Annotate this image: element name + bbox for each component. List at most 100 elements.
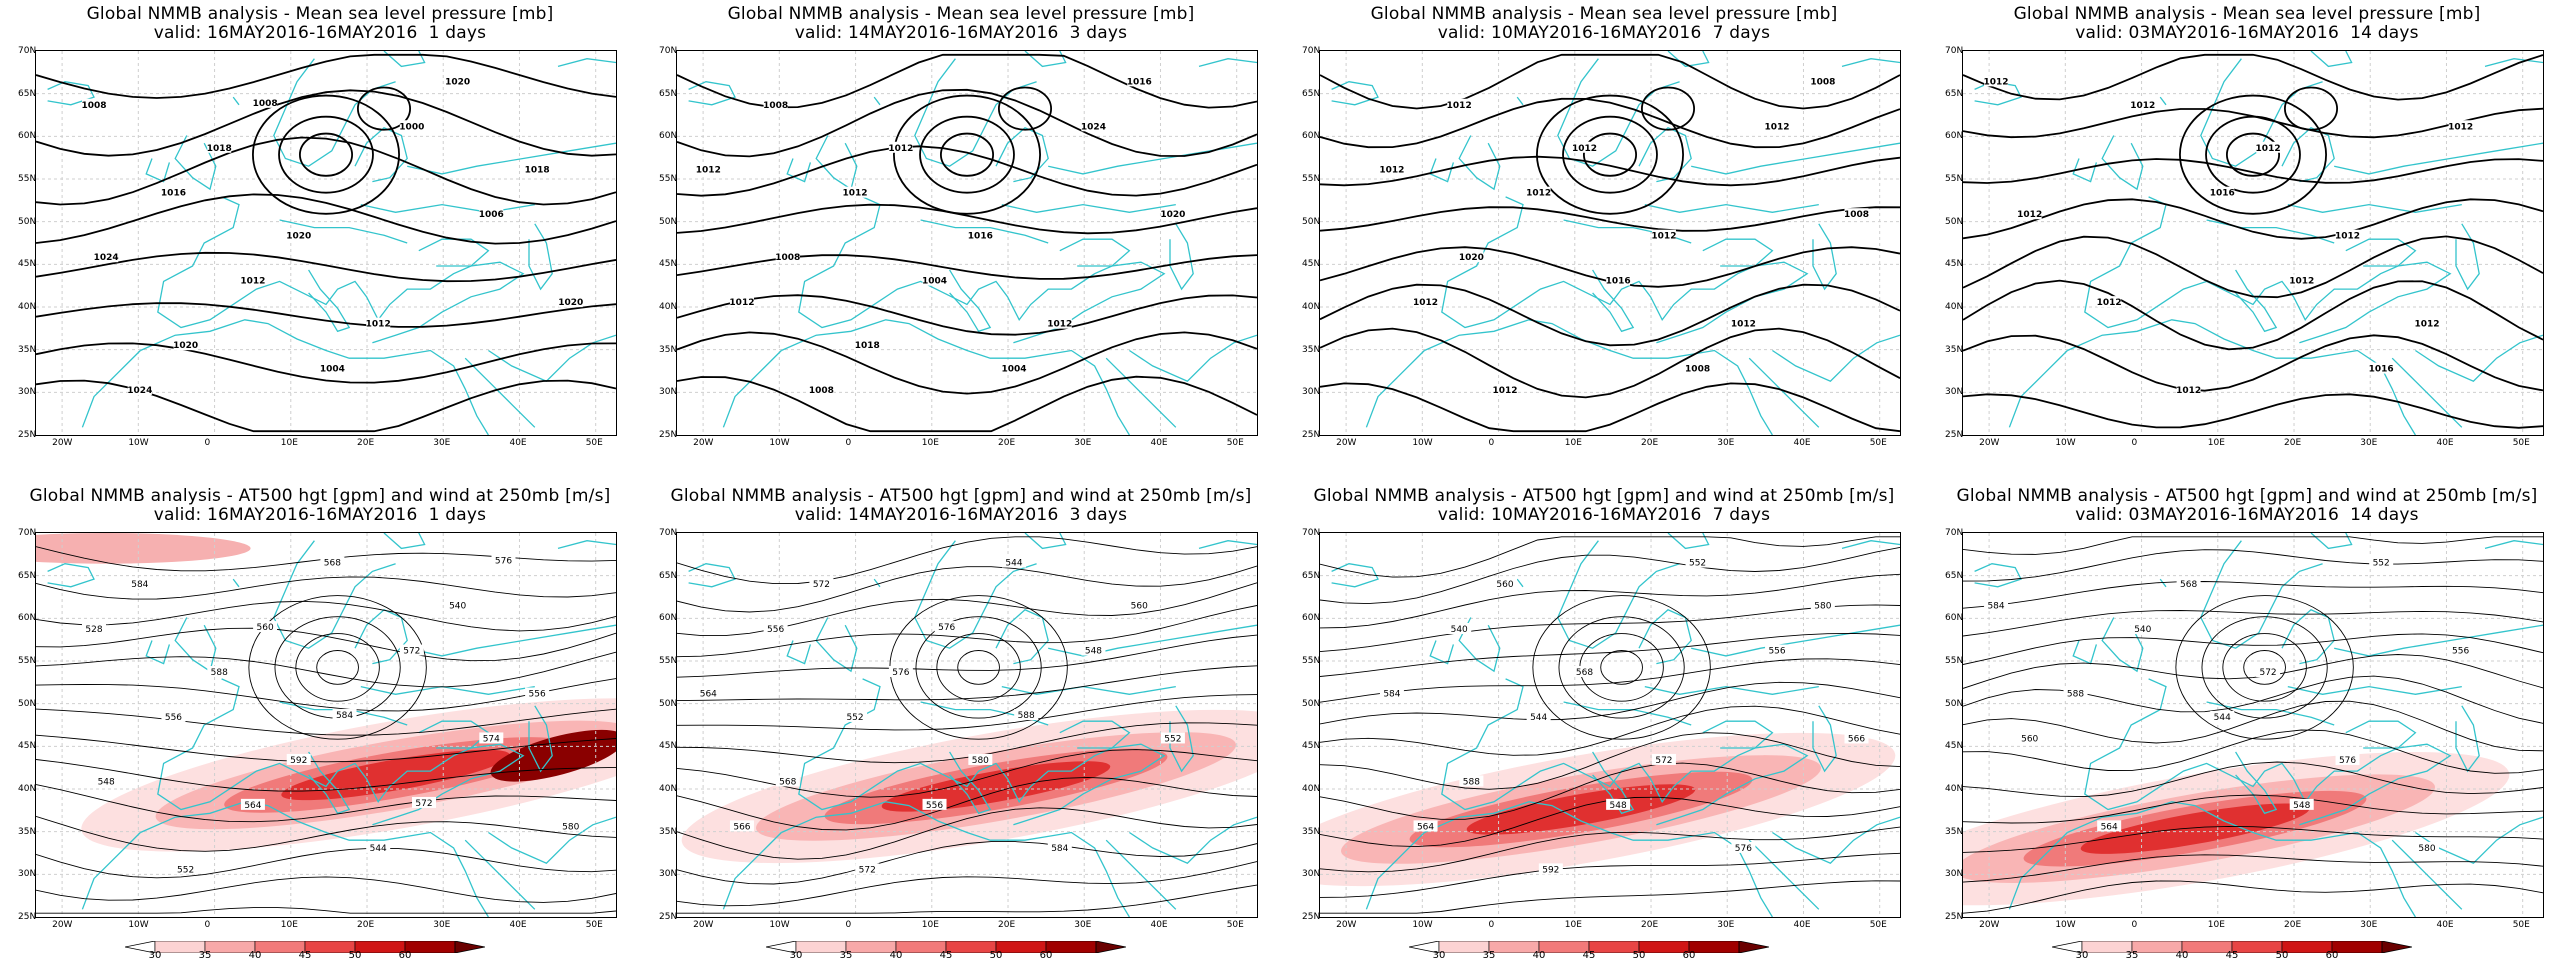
longitude-label: 10E xyxy=(2207,920,2225,930)
closed-contour xyxy=(919,115,1015,194)
contour-label-bg xyxy=(173,863,198,875)
contour-label-bg xyxy=(2256,141,2281,153)
coastline xyxy=(2084,196,2452,344)
colorbar-label: 50 xyxy=(989,950,1003,961)
contour-label-bg xyxy=(82,98,106,110)
coastline xyxy=(2455,705,2480,773)
contour-label: 556 xyxy=(165,713,182,723)
latitude-label: 35N xyxy=(18,344,37,355)
contour-label-bg xyxy=(1538,863,1563,875)
map-panel-1: Global NMMB analysis - Mean sea level pr… xyxy=(0,0,640,480)
latitude-label: 40N xyxy=(659,784,678,794)
contour-label-bg xyxy=(94,251,119,263)
colorbar-label: 45 xyxy=(939,950,953,961)
coastline xyxy=(1024,51,1067,68)
coastline xyxy=(1129,816,1257,864)
contour-label: 1008 xyxy=(1844,210,1869,220)
longitude-label: 20E xyxy=(2284,920,2302,930)
contour-label-bg xyxy=(94,775,119,787)
colorbar-label: 45 xyxy=(2225,950,2239,961)
contour-label-bg xyxy=(253,96,278,108)
latitude-label: 70N xyxy=(1302,46,1321,56)
contour-label-bg xyxy=(399,644,424,656)
coastline xyxy=(688,563,736,588)
contour-line xyxy=(36,708,616,736)
contour-label: 1020 xyxy=(1459,253,1484,263)
contour-label-bg xyxy=(1047,317,1072,329)
contour-line xyxy=(36,53,616,99)
latitude-label: 50N xyxy=(1302,216,1321,227)
contour-line xyxy=(1963,633,2543,665)
contour-line xyxy=(1963,393,2543,429)
colorbar-arrow-right xyxy=(1738,940,1770,954)
coastline xyxy=(360,685,535,695)
contour-label-bg xyxy=(2289,274,2314,286)
coastline xyxy=(920,219,1049,244)
contour-line xyxy=(1963,334,2543,392)
contour-label: 560 xyxy=(1496,580,1513,590)
contour-label: 1000 xyxy=(399,122,424,132)
contour-label: 568 xyxy=(2180,580,2197,590)
closed-contour xyxy=(1582,132,1637,177)
contour-label: 1024 xyxy=(127,386,152,396)
closed-contour xyxy=(1640,86,1695,131)
latitude-label: 70N xyxy=(1945,528,1964,538)
contour-line xyxy=(1320,546,1900,605)
latitude-label: 70N xyxy=(18,46,37,56)
contour-label-bg xyxy=(1379,163,1404,175)
contour-line xyxy=(1320,681,1900,725)
coastline xyxy=(2281,127,2335,183)
contour-label-bg xyxy=(1526,186,1551,198)
geopotential-map: 540 544 548 552 556 566 564 560 568 572 576 580 584 5… xyxy=(1319,532,1901,918)
longitude-label: 10E xyxy=(2207,438,2225,448)
longitude-label: 20E xyxy=(2284,438,2302,448)
contour-line xyxy=(36,678,616,712)
contour-label: 592 xyxy=(290,756,307,766)
contour-label: 1016 xyxy=(968,232,993,242)
latitude-label: 40N xyxy=(1945,784,1964,794)
panel-subtitle: valid: 10MAY2016-16MAY2016 7 days xyxy=(1437,505,1771,525)
longitude-label: 40E xyxy=(509,438,527,448)
coastline xyxy=(1638,127,1692,183)
contour-label: 1012 xyxy=(2176,386,2201,396)
contour-line xyxy=(1320,705,1900,756)
colorbar-label: 60 xyxy=(1682,950,1696,961)
latitude-label: 65N xyxy=(1302,88,1321,99)
coastline xyxy=(464,839,536,910)
coastline xyxy=(1059,720,1131,749)
colorbar-label: 50 xyxy=(1632,950,1646,961)
coastline xyxy=(1441,196,1809,344)
longitude-label: 20W xyxy=(1979,438,2000,448)
contour-line xyxy=(677,841,1257,885)
coastline xyxy=(1429,640,1455,665)
longitude-label: 30E xyxy=(1074,920,1092,930)
contour-label-bg xyxy=(1844,732,1869,744)
contour-line xyxy=(1320,880,1900,914)
contour-line xyxy=(36,342,616,384)
coastline xyxy=(1748,357,1820,428)
longitude-label: 20W xyxy=(693,438,714,448)
coastline xyxy=(1691,624,1900,657)
coastline xyxy=(1841,540,1900,550)
contour-label: 1012 xyxy=(2097,298,2122,308)
contour-label-bg xyxy=(855,339,880,351)
coastline xyxy=(2235,751,2278,815)
contour-label-bg xyxy=(1459,775,1484,787)
map-panel-8: Global NMMB analysis - AT500 hgt [gpm] a… xyxy=(1927,482,2560,962)
coastline xyxy=(232,96,240,106)
contour-label-bg xyxy=(525,687,550,699)
contour-label: 572 xyxy=(1655,756,1672,766)
contour-line xyxy=(677,254,1257,280)
coastline xyxy=(1424,319,1773,435)
latitude-label: 30N xyxy=(1302,387,1321,398)
coastline xyxy=(1516,578,1524,588)
contour-label: 560 xyxy=(2021,734,2038,744)
coastline xyxy=(488,334,616,382)
coastline xyxy=(1812,223,1837,291)
contour-line xyxy=(677,145,1257,197)
coastline xyxy=(1592,751,1635,815)
contour-label: 544 xyxy=(2214,713,2231,723)
contour-line xyxy=(36,302,616,328)
coastline xyxy=(1458,135,1501,191)
contour-label: 1012 xyxy=(1572,144,1597,154)
